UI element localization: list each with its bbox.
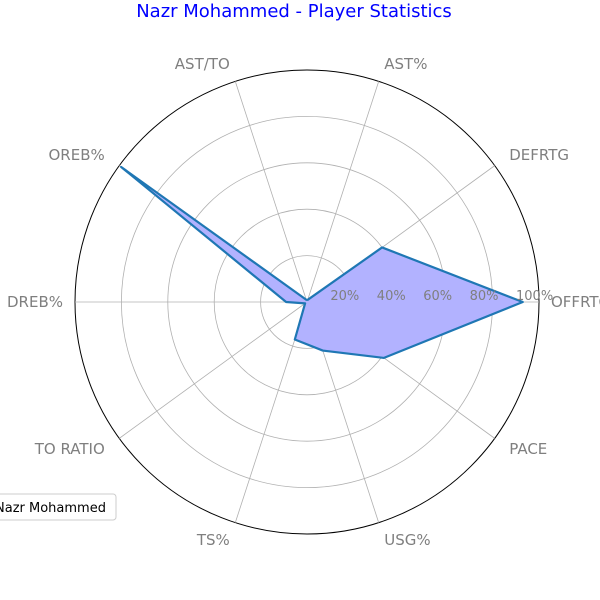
category-label: DREB%	[7, 293, 63, 311]
series-fill	[121, 167, 523, 358]
tick-label: 20%	[330, 289, 359, 304]
legend-box	[0, 493, 117, 521]
category-label: AST/TO	[175, 55, 230, 73]
tick-label: 80%	[470, 289, 499, 304]
category-label: PACE	[509, 440, 547, 458]
category-label: TS%	[196, 531, 230, 549]
chart-title: Nazr Mohammed - Player Statistics	[136, 1, 452, 22]
grid-spoke	[234, 81, 308, 303]
radar-series	[120, 165, 524, 360]
tick-label: 60%	[423, 289, 452, 304]
category-label: TO RATIO	[34, 440, 105, 458]
tick-label: 40%	[377, 289, 406, 304]
series-line	[120, 165, 524, 360]
grid-spoke	[306, 81, 380, 303]
grid-spoke	[119, 301, 308, 439]
legend-entry-label: Nazr Mohammed	[0, 501, 106, 516]
tick-label: 100%	[516, 289, 553, 304]
category-label: DEFRTG	[509, 146, 569, 164]
legend: Nazr Mohammed	[0, 493, 117, 521]
radar-labels: 20% 40% 60% 80% 100%OFFRTG DEFRTG AST% AST/TO OR…	[7, 55, 600, 549]
category-label: USG%	[384, 531, 430, 549]
category-label: AST%	[384, 55, 427, 73]
category-label: OFFRTG	[551, 293, 600, 311]
category-label: OREB%	[49, 146, 105, 164]
